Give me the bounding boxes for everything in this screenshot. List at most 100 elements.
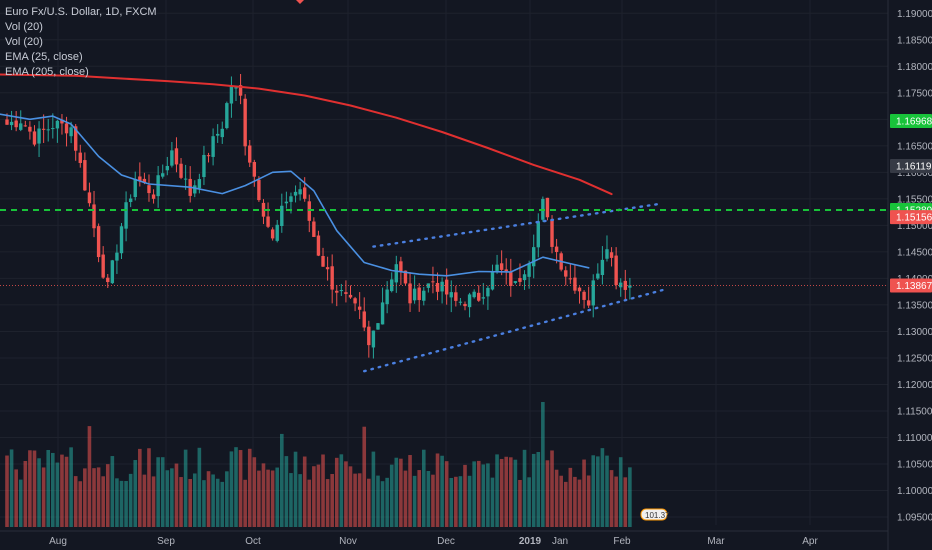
candle-body (206, 155, 211, 157)
channel-upper-line (372, 202, 659, 248)
volume-bar (64, 456, 69, 527)
time-tick-label: Mar (707, 536, 725, 547)
candle-body (486, 287, 490, 297)
volume-bar (344, 461, 348, 527)
candle-body (46, 129, 50, 131)
price-tick-label: 1.13000 (897, 327, 932, 338)
volume-bar (220, 481, 225, 527)
candle-body (454, 292, 458, 301)
volume-bar (51, 452, 55, 527)
legend-volume-2[interactable]: Vol (20) (5, 36, 43, 48)
price-tick-label: 1.12000 (897, 380, 932, 391)
volume-bar (412, 475, 417, 527)
candle-body (78, 152, 82, 163)
candle-body (119, 226, 124, 254)
volume-bar (513, 459, 518, 527)
candle-body (60, 119, 64, 124)
price-tick-label: 1.18500 (897, 35, 932, 46)
candle-body (422, 290, 426, 301)
candle-body (41, 128, 46, 130)
price-label-text: 1.16968 (896, 117, 932, 128)
volume-bar (243, 479, 247, 527)
time-axis[interactable]: Aug Sep Oct Nov Dec 2019 Jan Feb Mar Apr (0, 530, 888, 547)
volume-bar (183, 449, 188, 527)
volume-bar (399, 458, 403, 527)
volume-bar (618, 457, 623, 527)
candle-body (55, 120, 60, 129)
price-tick-label: 1.16000 (897, 168, 932, 179)
candle-body (582, 291, 586, 300)
volume-bar (431, 474, 435, 527)
candle-body (293, 191, 298, 196)
candle-body (573, 277, 577, 291)
legend-volume-1[interactable]: Vol (20) (5, 21, 43, 33)
time-tick-label: Nov (339, 536, 357, 547)
candle-body (32, 131, 37, 145)
price-axis[interactable]: 1.190001.185001.180001.175001.170001.165… (887, 0, 932, 550)
candle-body (261, 202, 266, 217)
volume-bar (101, 476, 105, 527)
candle-body (220, 128, 224, 138)
candle-body (142, 178, 147, 183)
candle-body (623, 280, 627, 290)
volume-bar (92, 468, 96, 527)
volume-bar (9, 449, 14, 527)
volume-bar (266, 469, 270, 527)
volume-bar (417, 470, 421, 527)
volume-bar (522, 449, 527, 527)
candle-body (467, 294, 472, 308)
price-label-text: 1.15156 (896, 213, 932, 224)
legend-ema-25[interactable]: EMA (25, close) (5, 51, 83, 63)
candle-body (298, 189, 302, 195)
volume-bar (215, 478, 220, 527)
price-tick-label: 1.17500 (897, 88, 932, 99)
legend-symbol-title[interactable]: Euro Fx/U.S. Dollar, 1D, FXCM (5, 6, 157, 18)
volume-bar (105, 464, 110, 527)
volume-bar (554, 469, 559, 527)
volume-bars (5, 402, 632, 527)
volume-bar (550, 450, 554, 527)
volume-bar (32, 450, 37, 527)
candle-body (243, 98, 247, 147)
volume-bar (367, 478, 371, 527)
price-label-badge (890, 278, 932, 293)
volume-bar (60, 454, 64, 527)
candle-body (605, 249, 609, 259)
volume-bar (596, 456, 600, 527)
candle-body (92, 204, 96, 229)
candle-body (435, 282, 440, 292)
candle-body (215, 133, 220, 136)
candle-body (128, 198, 133, 202)
volume-bar (28, 450, 32, 527)
volume-bar (46, 449, 51, 527)
volume-bar (504, 456, 509, 527)
volume-bar (206, 471, 211, 527)
volume-bar (481, 464, 486, 527)
candle-body (385, 289, 389, 305)
legend-ema-205[interactable]: EMA (205, close) (5, 66, 89, 78)
time-tick-label: Apr (802, 536, 818, 547)
candle-body (133, 178, 137, 198)
candle-body (161, 173, 165, 177)
candle-body (472, 291, 476, 298)
volume-bar (449, 477, 454, 527)
candle-body (600, 259, 605, 276)
candle-body (197, 179, 202, 189)
candle-body (5, 119, 9, 125)
candle-body (257, 179, 261, 201)
volume-bar (238, 450, 243, 527)
candle-body (463, 303, 467, 307)
volume-bar (334, 457, 339, 527)
candle-body (325, 267, 330, 270)
candle-body (151, 194, 156, 199)
volume-bar (476, 460, 481, 527)
volume-bar (394, 457, 399, 527)
price-label-text: 1.16119 (896, 162, 932, 173)
price-tick-label: 1.13500 (897, 300, 932, 311)
annotations: 101.37 (296, 0, 670, 521)
volume-bar (458, 476, 463, 527)
candle-body (106, 277, 110, 283)
candle-body (284, 201, 289, 204)
volume-bar (284, 456, 289, 527)
